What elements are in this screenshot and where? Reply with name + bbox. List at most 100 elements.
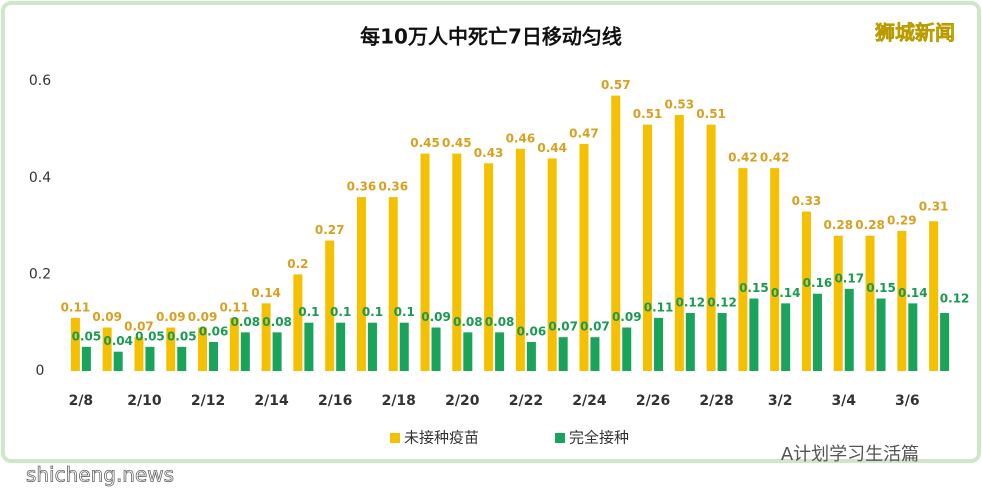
value-label: 0.05 xyxy=(72,329,102,343)
x-tick-label: 2/18 xyxy=(382,393,416,409)
bar xyxy=(674,114,684,371)
bar xyxy=(293,274,303,371)
value-label: 0.57 xyxy=(601,78,631,92)
value-label: 0.12 xyxy=(940,292,970,306)
x-tick-label: 2/24 xyxy=(572,393,607,409)
x-tick-label: 3/4 xyxy=(831,393,856,409)
value-label: 0.14 xyxy=(771,286,801,300)
bar xyxy=(240,332,250,371)
bar xyxy=(261,303,271,371)
value-label: 0.08 xyxy=(262,315,292,329)
bar xyxy=(738,168,748,371)
value-label: 0.28 xyxy=(823,218,853,232)
legend-label: 完全接种 xyxy=(569,429,629,447)
value-label: 0.36 xyxy=(347,180,377,194)
logo: 狮城新闻 xyxy=(875,21,955,45)
x-tick-label: 2/16 xyxy=(318,393,352,409)
value-label: 0.46 xyxy=(506,131,536,145)
value-label: 0.1 xyxy=(298,305,319,319)
value-label: 0.1 xyxy=(362,305,383,319)
bar xyxy=(876,298,886,371)
value-label: 0.45 xyxy=(442,136,472,150)
bar xyxy=(420,153,430,371)
bar xyxy=(781,303,791,371)
value-label: 0.09 xyxy=(612,310,642,324)
bar xyxy=(356,197,366,371)
value-label: 0.14 xyxy=(251,286,281,300)
value-label: 0.05 xyxy=(167,329,197,343)
bar xyxy=(272,332,282,371)
bar xyxy=(908,303,918,371)
value-label: 0.42 xyxy=(760,151,790,165)
x-tick-label: 2/28 xyxy=(699,393,733,409)
bar xyxy=(209,342,219,371)
value-label: 0.43 xyxy=(474,146,504,160)
x-tick-label: 3/6 xyxy=(895,393,920,409)
bar xyxy=(463,332,473,371)
value-label: 0.09 xyxy=(188,310,218,324)
site-watermark: shicheng.news xyxy=(26,463,174,487)
bar xyxy=(515,148,525,371)
bar xyxy=(547,158,557,371)
value-label: 0.15 xyxy=(866,281,896,295)
value-label: 0.15 xyxy=(739,281,769,295)
bar xyxy=(833,235,843,371)
bar xyxy=(717,313,727,371)
bar xyxy=(611,95,621,372)
value-label: 0.29 xyxy=(887,213,917,227)
bar xyxy=(590,337,600,371)
bar xyxy=(558,337,568,371)
value-label: 0.33 xyxy=(792,194,822,208)
x-tick-label: 3/2 xyxy=(768,393,793,409)
bar xyxy=(685,313,695,371)
value-label: 0.08 xyxy=(231,315,261,329)
bar xyxy=(388,197,398,371)
value-label: 0.16 xyxy=(803,276,833,290)
bar xyxy=(526,342,536,371)
value-label: 0.12 xyxy=(676,296,706,310)
value-label: 0.09 xyxy=(421,310,451,324)
value-label: 0.2 xyxy=(287,257,308,271)
bar xyxy=(484,163,494,371)
x-tick-label: 2/22 xyxy=(509,393,543,409)
x-tick-label: 2/8 xyxy=(69,393,94,409)
bar xyxy=(579,143,589,371)
bar xyxy=(643,124,653,371)
value-label: 0.08 xyxy=(453,315,483,329)
value-label: 0.06 xyxy=(517,325,547,339)
x-tick-label: 2/12 xyxy=(191,393,225,409)
value-label: 0.07 xyxy=(124,320,154,334)
x-tick-label: 2/10 xyxy=(127,393,162,409)
value-label: 0.12 xyxy=(707,296,737,310)
bar xyxy=(654,317,664,371)
bar xyxy=(865,235,875,371)
bar xyxy=(81,346,91,371)
value-label: 0.11 xyxy=(644,300,674,314)
y-tick-label: 0.4 xyxy=(29,170,51,186)
y-tick-label: 0.2 xyxy=(29,266,51,282)
value-label: 0.51 xyxy=(696,107,726,121)
bar xyxy=(812,293,822,371)
value-label: 0.1 xyxy=(394,305,415,319)
bar xyxy=(622,327,632,371)
y-tick-label: 0 xyxy=(36,363,45,379)
legend-swatch xyxy=(390,433,400,443)
value-label: 0.53 xyxy=(665,97,695,111)
value-label: 0.45 xyxy=(410,136,440,150)
bar xyxy=(431,327,441,371)
x-tick-label: 2/26 xyxy=(636,393,670,409)
value-label: 0.09 xyxy=(156,310,186,324)
value-label: 0.31 xyxy=(919,200,949,214)
bar xyxy=(897,230,907,371)
legend-label: 未接种疫苗 xyxy=(404,429,479,447)
bar xyxy=(102,327,112,371)
value-label: 0.42 xyxy=(728,151,758,165)
value-label: 0.06 xyxy=(199,325,229,339)
value-label: 0.09 xyxy=(92,310,122,324)
bar xyxy=(940,313,950,371)
bar xyxy=(198,327,208,371)
bar xyxy=(929,221,939,371)
y-tick-label: 0.6 xyxy=(29,73,51,89)
value-label: 0.11 xyxy=(61,300,91,314)
bar xyxy=(113,351,123,371)
